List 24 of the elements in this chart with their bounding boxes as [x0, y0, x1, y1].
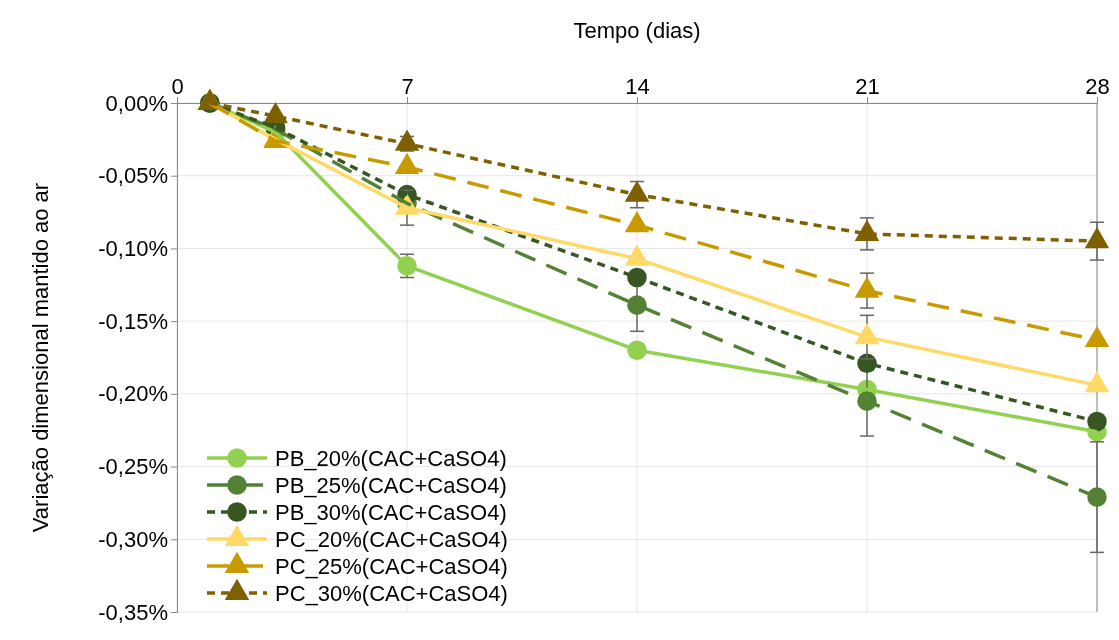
y-tick-label: -0,30% [98, 526, 168, 552]
legend-label: PB_30%(CAC+CaSO4) [275, 499, 507, 525]
x-tick-label: 21 [855, 74, 880, 99]
legend-label: PC_30%(CAC+CaSO4) [275, 580, 508, 606]
y-tick-label: -0,25% [98, 454, 168, 480]
x-tick-label: 14 [625, 74, 650, 99]
x-tick-label: 0 [171, 74, 184, 99]
y-tick-label: -0,05% [98, 163, 168, 189]
legend-label: PC_25%(CAC+CaSO4) [275, 553, 508, 579]
x-axis-title: Tempo (dias) [573, 18, 701, 43]
y-tick-label: -0,15% [98, 308, 168, 334]
x-tick-label: 7 [401, 74, 414, 99]
point [394, 129, 420, 151]
legend-label: PC_20%(CAC+CaSO4) [275, 526, 508, 552]
y-axis-title: Variação dimensional mantido ao ar [28, 182, 53, 533]
y-tick-label: -0,35% [98, 599, 168, 625]
x-tick-label: 28 [1085, 74, 1110, 99]
legend-label: PB_25%(CAC+CaSO4) [275, 472, 507, 498]
y-tick-label: -0,20% [98, 381, 168, 407]
point [624, 180, 650, 202]
y-tick-label: 0,00% [105, 90, 168, 116]
legend-label: PB_20%(CAC+CaSO4) [275, 445, 507, 471]
point [1084, 227, 1110, 249]
y-tick-label: -0,10% [98, 235, 168, 261]
